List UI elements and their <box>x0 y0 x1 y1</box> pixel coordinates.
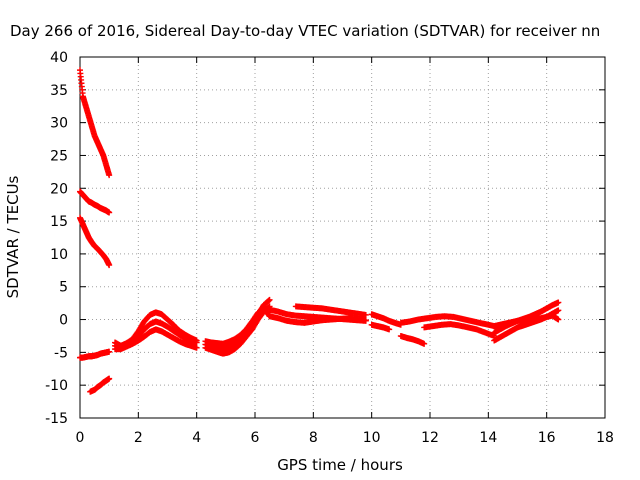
y-tick-label: 25 <box>50 148 68 164</box>
data-point <box>106 375 113 382</box>
y-tick-label: 0 <box>59 313 68 329</box>
y-tick-label: -10 <box>45 378 68 394</box>
series-s14 <box>292 303 369 318</box>
series-s2 <box>77 188 113 216</box>
data-point <box>106 348 113 355</box>
series-s16 <box>368 321 393 333</box>
x-tick-label: 2 <box>134 430 143 446</box>
series-s7 <box>112 318 200 351</box>
data-point <box>106 209 113 216</box>
data-point <box>193 339 200 346</box>
y-tick-label: 35 <box>50 83 68 99</box>
x-tick-label: 6 <box>251 430 260 446</box>
x-tick-label: 14 <box>479 430 497 446</box>
series-s4 <box>77 348 113 361</box>
grid <box>80 57 605 418</box>
x-tick-label: 12 <box>421 430 439 446</box>
y-tick-label: 15 <box>50 214 68 230</box>
data-point <box>362 317 369 324</box>
series-s3 <box>77 214 113 269</box>
series-s13 <box>266 313 369 326</box>
data-point <box>362 311 369 318</box>
data-point <box>555 299 562 306</box>
series-s1 <box>77 67 113 179</box>
series-s19 <box>421 321 498 339</box>
x-tick-label: 4 <box>192 430 201 446</box>
x-axis-label: GPS time / hours <box>277 456 403 474</box>
data-point <box>266 296 273 303</box>
y-tick-label: 5 <box>59 280 68 296</box>
data-point <box>106 262 113 269</box>
y-axis-label: SDTVAR / TECUs <box>4 175 22 298</box>
series-s8 <box>112 326 200 353</box>
y-tick-label: 30 <box>50 116 68 132</box>
data-point <box>555 316 562 323</box>
x-tick-label: 16 <box>538 430 556 446</box>
data-point <box>386 326 393 333</box>
axis-ticks: 0 2 4 6 8 10 12 14 16 18 -15 -10 -5 0 5 10 15 20 25 30 35 40 <box>45 50 614 446</box>
series-s17 <box>397 332 428 347</box>
series-s22 <box>491 312 562 330</box>
series-s5 <box>87 375 113 395</box>
x-tick-label: 0 <box>76 430 85 446</box>
chart-title: Day 266 of 2016, Sidereal Day-to-day VTE… <box>10 22 601 40</box>
x-tick-label: 18 <box>596 430 614 446</box>
x-tick-label: 10 <box>363 430 381 446</box>
y-tick-label: -15 <box>45 411 68 427</box>
y-tick-label: 40 <box>50 50 68 66</box>
plot-frame <box>79 56 606 419</box>
y-tick-label: -5 <box>54 345 68 361</box>
y-tick-label: 10 <box>50 247 68 263</box>
data-point <box>193 344 200 351</box>
series-s11 <box>202 304 273 347</box>
data-point <box>106 172 113 179</box>
x-tick-label: 8 <box>309 430 318 446</box>
data-point <box>421 340 428 347</box>
data-points <box>77 67 562 395</box>
y-tick-label: 20 <box>50 181 68 197</box>
data-point <box>555 307 562 314</box>
